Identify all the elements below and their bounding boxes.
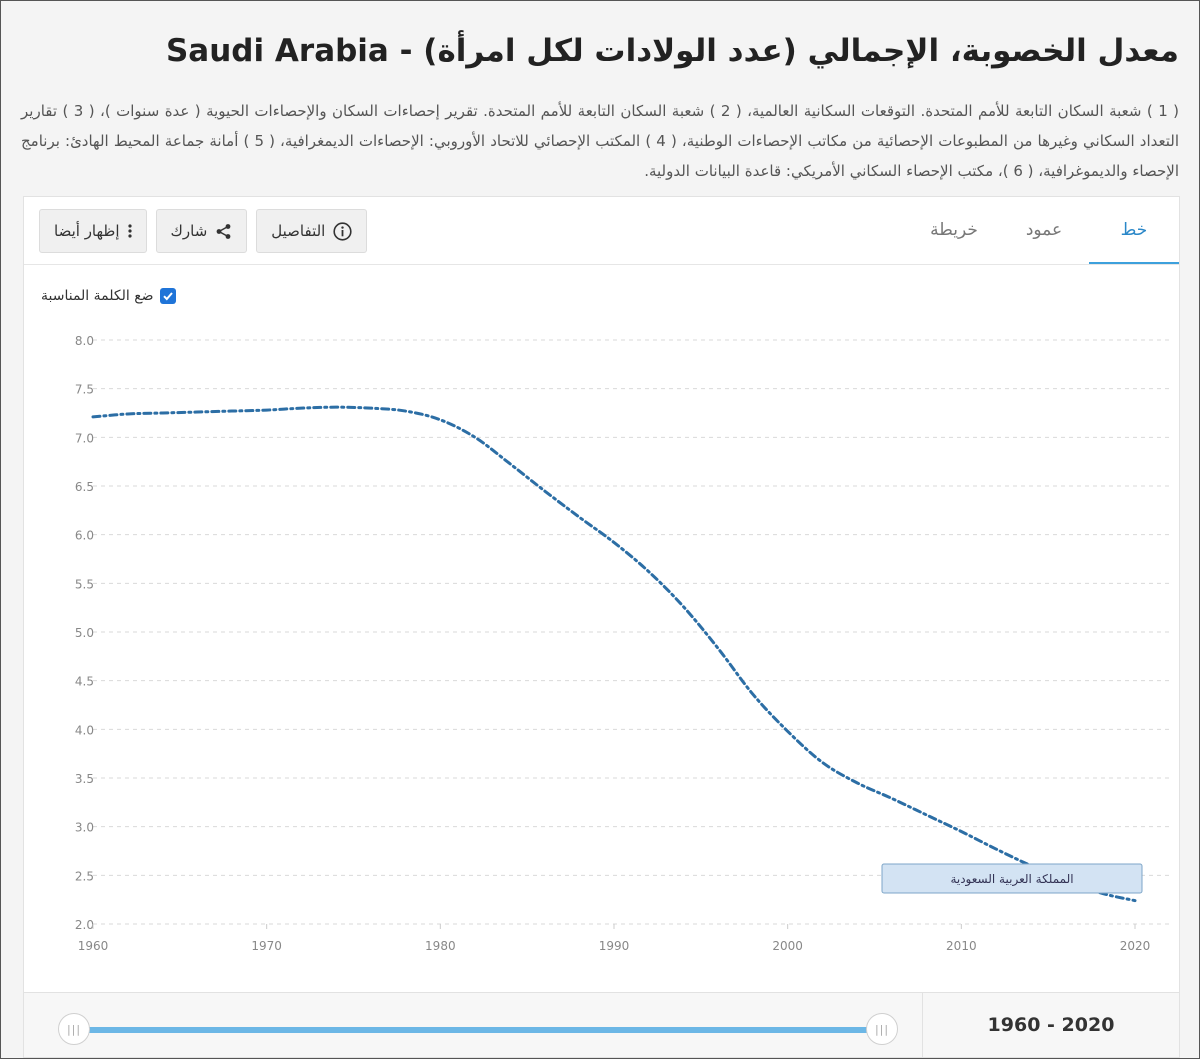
x-tick-label: 2000	[772, 939, 803, 953]
x-tick-label: 1990	[599, 939, 630, 953]
y-tick-label: 8.0	[75, 334, 94, 348]
source-note: ( 1 ) شعبة السكان التابعة للأمم المتحدة.…	[21, 102, 1180, 180]
x-tick-label: 1960	[78, 939, 109, 953]
y-tick-label: 5.5	[75, 577, 94, 591]
show-also-label: إظهار أيضا	[54, 222, 120, 240]
y-tick-label: 7.0	[75, 431, 94, 445]
y-tick-label: 2.5	[75, 869, 94, 883]
share-icon	[215, 223, 232, 240]
x-tick-label: 1980	[425, 939, 456, 953]
slider-handle-start[interactable]: |||	[58, 1013, 90, 1045]
y-tick-label: 4.5	[75, 675, 94, 689]
year-range-label: 1960 - 2020	[922, 993, 1179, 1057]
x-tick-label: 2010	[946, 939, 977, 953]
y-tick-label: 2.0	[75, 918, 94, 932]
page-title: معدل الخصوبة، الإجمالي (عدد الولادات لكل…	[165, 33, 1179, 69]
details-button[interactable]: التفاصيل	[256, 209, 368, 253]
share-button[interactable]: شارك	[155, 209, 248, 253]
year-range-slider: ||| ||| 1960 - 2020	[24, 992, 1179, 1057]
y-tick-label: 3.5	[75, 772, 94, 786]
label-checkbox[interactable]	[159, 288, 176, 304]
series-label: المملكة العربية السعودية	[950, 872, 1073, 887]
y-tick-label: 3.0	[75, 821, 94, 835]
tab-line[interactable]: خط	[1089, 197, 1179, 265]
y-tick-label: 4.0	[75, 723, 94, 737]
series-label-box	[881, 863, 1143, 894]
y-tick-label: 6.5	[75, 480, 94, 494]
slider-handle-end[interactable]: |||	[866, 1013, 898, 1045]
label-toggle[interactable]: ضع الكلمة المناسبة	[41, 288, 176, 304]
x-tick-label: 1970	[251, 939, 282, 953]
y-tick-label: 5.0	[75, 626, 94, 640]
x-tick-label: 2020	[1120, 939, 1151, 953]
line-chart: 2.0 2.5 3.0 3.5 4.0 4.5 5.0 5.5 6.0 6.5 7.0 7.5 8.0 1…	[75, 334, 1169, 953]
info-icon	[333, 221, 352, 241]
chart-panel: خط عمود خريطة إظهار أيضا شارك التفاصيل	[23, 196, 1180, 1058]
more-vertical-icon	[127, 224, 132, 238]
tab-divider	[24, 264, 1179, 265]
y-tick-label: 7.5	[75, 383, 94, 397]
label-toggle-text: ضع الكلمة المناسبة	[41, 288, 154, 304]
show-also-button[interactable]: إظهار أيضا	[39, 209, 147, 253]
tab-map[interactable]: خريطة	[930, 220, 978, 240]
action-buttons: إظهار أيضا شارك التفاصيل	[39, 209, 368, 253]
series-line	[91, 405, 1137, 903]
share-label: شارك	[170, 222, 208, 240]
chart-type-tabs: خط عمود خريطة	[909, 197, 1179, 265]
y-tick-label: 6.0	[75, 529, 94, 543]
slider-track[interactable]	[74, 1027, 884, 1033]
tab-column[interactable]: عمود	[1025, 220, 1063, 240]
details-label: التفاصيل	[271, 222, 326, 240]
